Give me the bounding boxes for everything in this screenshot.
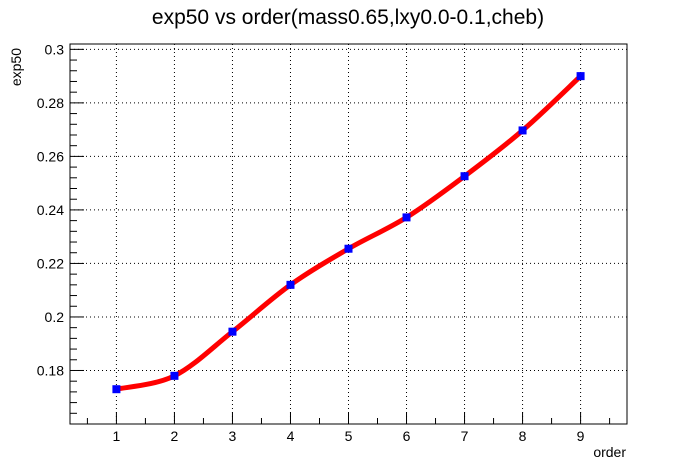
y-tick-label: 0.2 [45,309,65,325]
y-tick-label: 0.3 [45,41,65,57]
y-axis-label: exp50 [8,48,24,86]
data-point [286,280,295,289]
x-tick-label: 1 [113,428,121,444]
x-tick-label: 2 [171,428,179,444]
x-tick-label: 5 [345,428,353,444]
x-tick-label: 6 [403,428,411,444]
y-tick-label: 0.18 [37,362,64,378]
x-tick-label: 7 [461,428,469,444]
y-tick-label: 0.28 [37,95,64,111]
x-tick-label: 4 [287,428,295,444]
data-point [170,371,179,380]
data-point [518,126,527,135]
series-layer [112,72,585,394]
data-point [344,244,353,253]
x-tick-label: 8 [519,428,527,444]
chart-title: exp50 vs order(mass0.65,lxy0.0-0.1,cheb) [152,6,544,29]
axis-layer: 1 2 3 4 5 6 7 8 9 0.18 0.2 0.22 0.24 0.26 0.28 0.3 [37,41,628,444]
x-tick-label: 9 [577,428,585,444]
data-point [112,385,121,394]
y-tick-label: 0.22 [37,255,64,271]
data-point [576,72,585,81]
data-point [460,172,469,181]
y-tick-label: 0.24 [37,202,64,218]
y-tick-label: 0.26 [37,148,64,164]
x-axis-label: order [593,444,626,460]
grid-layer [70,44,627,424]
data-point [402,213,411,222]
data-point [228,327,237,336]
x-tick-label: 3 [229,428,237,444]
